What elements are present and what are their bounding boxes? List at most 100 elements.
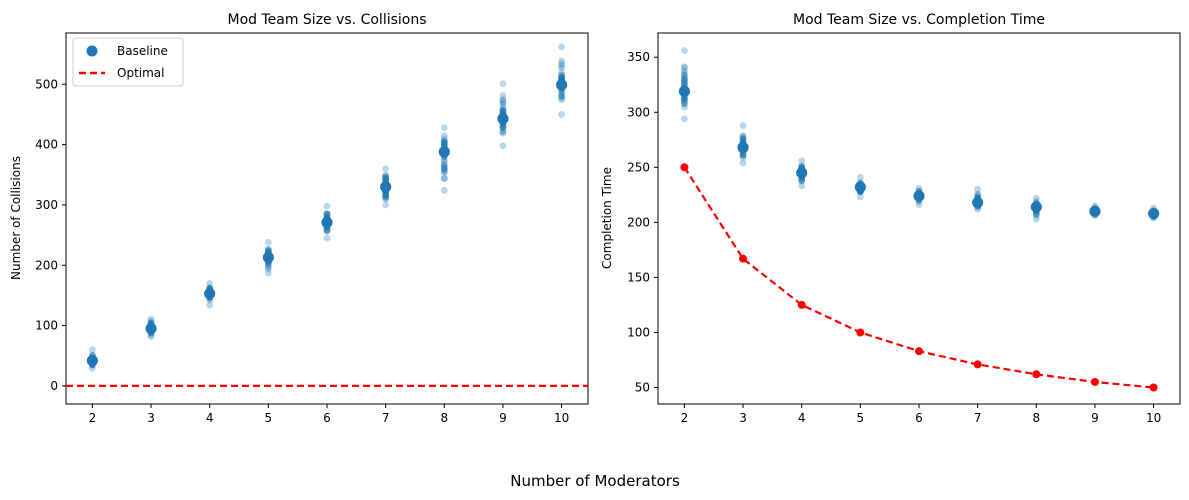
baseline-sample-point — [680, 100, 688, 108]
baseline-sample-point — [440, 162, 448, 170]
baseline-sample-point — [1032, 215, 1040, 223]
baseline-sample-point — [739, 159, 747, 167]
baseline-sample-point — [680, 79, 688, 87]
baseline-sample-point — [499, 80, 507, 88]
baseline-sample-point — [680, 47, 688, 55]
legend-label-optimal: Optimal — [117, 66, 164, 80]
chart-title: Mod Team Size vs. Collisions — [227, 12, 426, 28]
y-ticks: 0 100 200 300 400 500 — [35, 77, 66, 393]
chart-title: Mod Team Size vs. Completion Time — [793, 12, 1045, 28]
baseline-sample-point — [680, 72, 688, 79]
baseline-sample-point — [382, 165, 390, 173]
baseline-mean-point — [204, 288, 216, 300]
y-tick-label: 50 — [635, 380, 650, 394]
baseline-sample-point — [499, 106, 507, 114]
baseline-sample-point — [264, 269, 272, 277]
baseline-sample-point — [323, 210, 331, 218]
baseline-sample-point — [558, 57, 566, 65]
baseline-sample-point — [499, 96, 507, 104]
baseline-sample-point — [499, 100, 507, 108]
legend-box — [72, 37, 184, 87]
baseline-sample-point — [440, 167, 448, 174]
legend-marker-baseline — [86, 45, 98, 57]
baseline-sample-point — [499, 107, 507, 115]
baseline-sample-point — [974, 185, 982, 193]
x-tick-label: 8 — [1032, 411, 1040, 425]
baseline-sample-point — [499, 99, 507, 107]
baseline-sample-point — [382, 193, 390, 201]
optimal-point — [856, 328, 865, 337]
baseline-sample-point — [680, 97, 688, 105]
baseline-sample-point — [382, 194, 390, 202]
baseline-sample-point — [440, 157, 448, 165]
baseline-sample-point — [558, 43, 566, 51]
x-tick-label: 3 — [147, 411, 155, 425]
y-tick-label: 400 — [35, 138, 58, 152]
baseline-sample-point — [680, 76, 688, 84]
baseline-sample-point — [440, 175, 448, 183]
baseline-sample-point — [680, 103, 688, 111]
baseline-sample-point — [440, 174, 448, 182]
baseline-sample-point — [147, 315, 155, 323]
baseline-sample-point — [680, 100, 688, 107]
baseline-sample-point — [147, 317, 155, 325]
baseline-sample-point — [558, 89, 566, 97]
baseline-sample-point — [499, 97, 507, 104]
optimal-point — [680, 163, 689, 172]
baseline-sample-point — [798, 157, 806, 165]
baseline-mean-point — [913, 190, 925, 202]
baseline-sample-point — [739, 152, 747, 159]
baseline-sample-point — [499, 123, 507, 130]
baseline-sample-point — [440, 164, 448, 172]
baseline-sample-point — [739, 136, 747, 144]
baseline-sample-point — [323, 234, 331, 242]
baseline-sample-point — [499, 103, 507, 111]
collisions-chart: Mod Team Size vs. Collisions Number of C… — [9, 12, 589, 425]
baseline-sample-point — [856, 173, 864, 181]
baseline-sample-point — [440, 137, 448, 145]
baseline-sample-point — [798, 177, 806, 184]
x-tick-label: 7 — [382, 411, 390, 425]
baseline-sample-point — [382, 201, 390, 209]
baseline-mean-point — [86, 354, 98, 367]
baseline-sample-point — [440, 168, 448, 176]
baseline-sample-point — [440, 124, 448, 132]
baseline-sample-point — [382, 195, 390, 203]
baseline-sample-point — [323, 227, 331, 235]
baseline-sample-point — [382, 192, 390, 200]
baseline-sample-point — [206, 301, 214, 309]
baseline-mean-point — [321, 216, 333, 229]
x-tick-label: 6 — [323, 411, 331, 425]
baseline-sample-point — [440, 132, 448, 140]
data-marks — [66, 43, 588, 388]
baseline-sample-point — [680, 95, 688, 103]
baseline-sample-point — [680, 76, 688, 83]
y-tick-label: 300 — [627, 105, 650, 119]
baseline-sample-point — [739, 133, 747, 140]
optimal-point — [1149, 383, 1158, 392]
y-tick-label: 250 — [627, 160, 650, 174]
y-tick-label: 500 — [35, 77, 58, 91]
x-tick-label: 3 — [739, 411, 747, 425]
baseline-sample-point — [558, 64, 566, 72]
baseline-mean-point — [1148, 207, 1160, 220]
baseline-sample-point — [440, 160, 448, 168]
baseline-sample-point — [558, 94, 566, 102]
baseline-sample-point — [440, 165, 448, 173]
baseline-sample-point — [1032, 211, 1040, 218]
y-tick-label: 300 — [35, 198, 58, 212]
baseline-sample-point — [798, 177, 806, 185]
baseline-sample-point — [680, 95, 688, 103]
baseline-sample-point — [680, 78, 688, 86]
x-tick-label: 4 — [206, 411, 214, 425]
baseline-sample-point — [382, 175, 390, 183]
baseline-sample-point — [382, 173, 390, 181]
baseline-sample-point — [323, 209, 331, 217]
baseline-sample-point — [440, 141, 448, 149]
baseline-mean-point — [145, 322, 157, 335]
baseline-mean-point — [678, 85, 690, 97]
baseline-sample-point — [558, 96, 566, 104]
x-ticks: 2 3 4 5 6 7 8 9 10 — [681, 404, 1161, 425]
baseline-sample-point — [1032, 194, 1040, 202]
